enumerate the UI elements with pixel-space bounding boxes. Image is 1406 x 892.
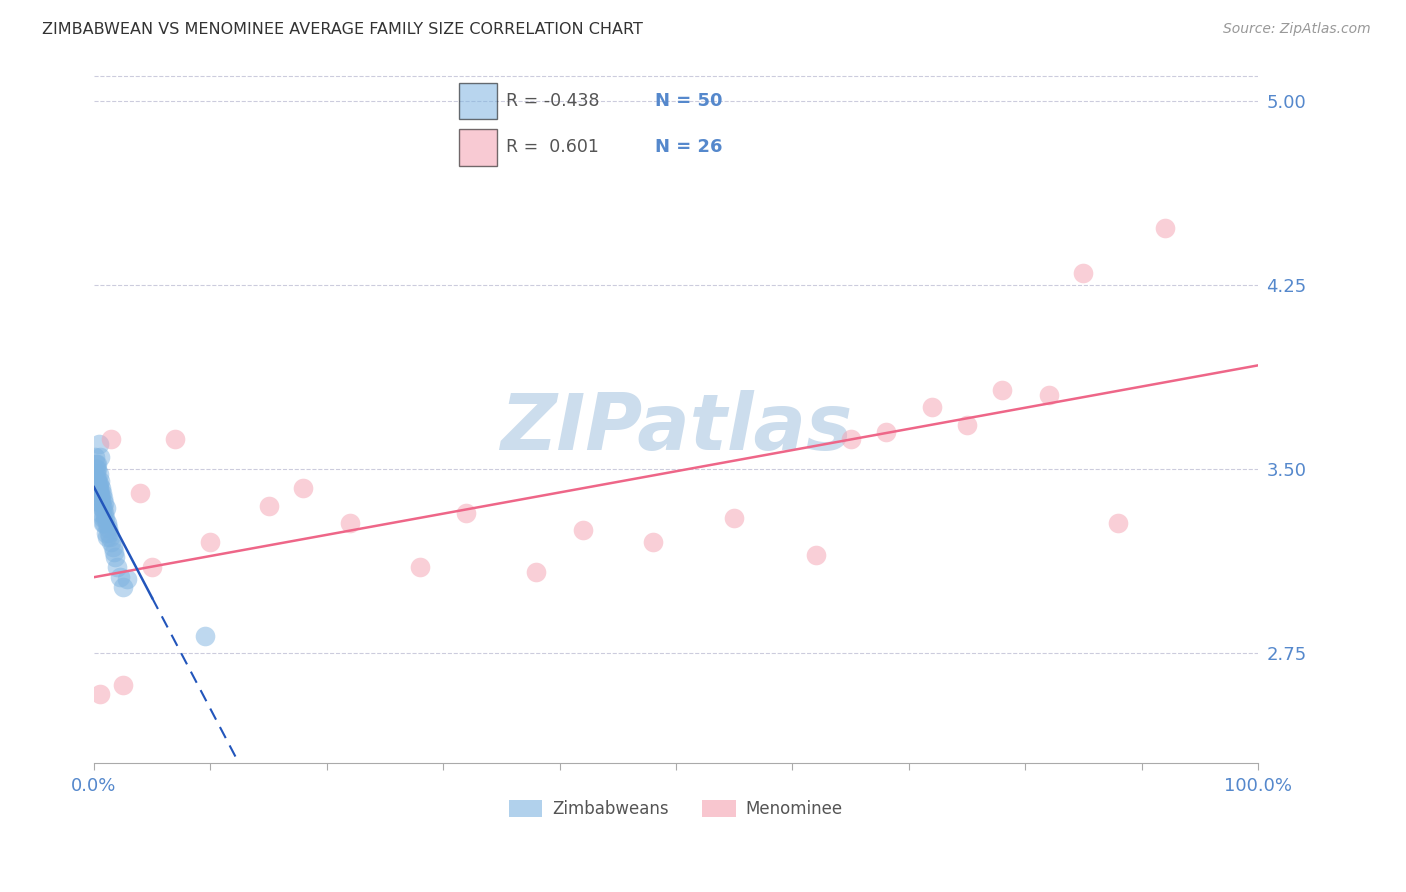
Point	[90, 506, 112, 520]
Point	[87, 467, 110, 481]
Point	[91, 511, 114, 525]
Point	[94, 525, 117, 540]
Text: ZIMBABWEAN VS MENOMINEE AVERAGE FAMILY SIZE CORRELATION CHART: ZIMBABWEAN VS MENOMINEE AVERAGE FAMILY S…	[42, 22, 643, 37]
Point	[84, 457, 107, 471]
Point	[1154, 221, 1177, 235]
Point	[87, 476, 110, 491]
Point	[89, 486, 111, 500]
Point	[103, 545, 125, 559]
Legend: Zimbabweans, Menominee: Zimbabweans, Menominee	[502, 793, 849, 825]
Point	[141, 560, 163, 574]
Point	[456, 506, 478, 520]
Point	[875, 425, 897, 439]
Point	[90, 496, 112, 510]
Point	[84, 462, 107, 476]
Point	[115, 572, 138, 586]
Point	[100, 433, 122, 447]
Point	[193, 629, 215, 643]
Text: ZIPatlas: ZIPatlas	[501, 390, 852, 466]
Point	[839, 433, 862, 447]
Point	[91, 501, 114, 516]
Point	[804, 548, 827, 562]
Point	[409, 560, 432, 574]
Point	[96, 516, 118, 530]
Point	[101, 541, 124, 555]
Point	[339, 516, 361, 530]
Point	[91, 516, 114, 530]
Point	[112, 580, 135, 594]
Point	[1073, 266, 1095, 280]
Point	[89, 450, 111, 464]
Point	[89, 486, 111, 500]
Point	[90, 482, 112, 496]
Point	[165, 433, 187, 447]
Point	[89, 474, 111, 488]
Point	[84, 450, 107, 464]
Point	[96, 531, 118, 545]
Point	[91, 491, 114, 506]
Point	[257, 499, 280, 513]
Point	[921, 401, 943, 415]
Text: Source: ZipAtlas.com: Source: ZipAtlas.com	[1223, 22, 1371, 37]
Point	[108, 570, 131, 584]
Point	[112, 678, 135, 692]
Point	[94, 511, 117, 525]
Point	[89, 482, 111, 496]
Point	[524, 565, 547, 579]
Point	[991, 384, 1014, 398]
Point	[87, 437, 110, 451]
Point	[98, 525, 121, 540]
Point	[91, 486, 114, 500]
Point	[98, 531, 121, 545]
Point	[86, 472, 108, 486]
Point	[200, 535, 222, 549]
Point	[93, 506, 115, 520]
Point	[97, 521, 120, 535]
Point	[84, 467, 107, 481]
Point	[89, 496, 111, 510]
Point	[572, 523, 595, 537]
Point	[91, 501, 114, 516]
Point	[86, 474, 108, 488]
Point	[723, 511, 745, 525]
Point	[641, 535, 664, 549]
Point	[292, 482, 315, 496]
Point	[90, 491, 112, 506]
Point	[89, 688, 111, 702]
Point	[89, 491, 111, 506]
Point	[129, 486, 152, 500]
Point	[104, 550, 127, 565]
Point	[87, 482, 110, 496]
Point	[86, 457, 108, 471]
Point	[87, 476, 110, 491]
Point	[1038, 388, 1060, 402]
Point	[94, 501, 117, 516]
Point	[93, 516, 115, 530]
Point	[93, 496, 115, 510]
Point	[100, 535, 122, 549]
Point	[105, 560, 128, 574]
Point	[86, 462, 108, 476]
Point	[1107, 516, 1129, 530]
Point	[956, 417, 979, 432]
